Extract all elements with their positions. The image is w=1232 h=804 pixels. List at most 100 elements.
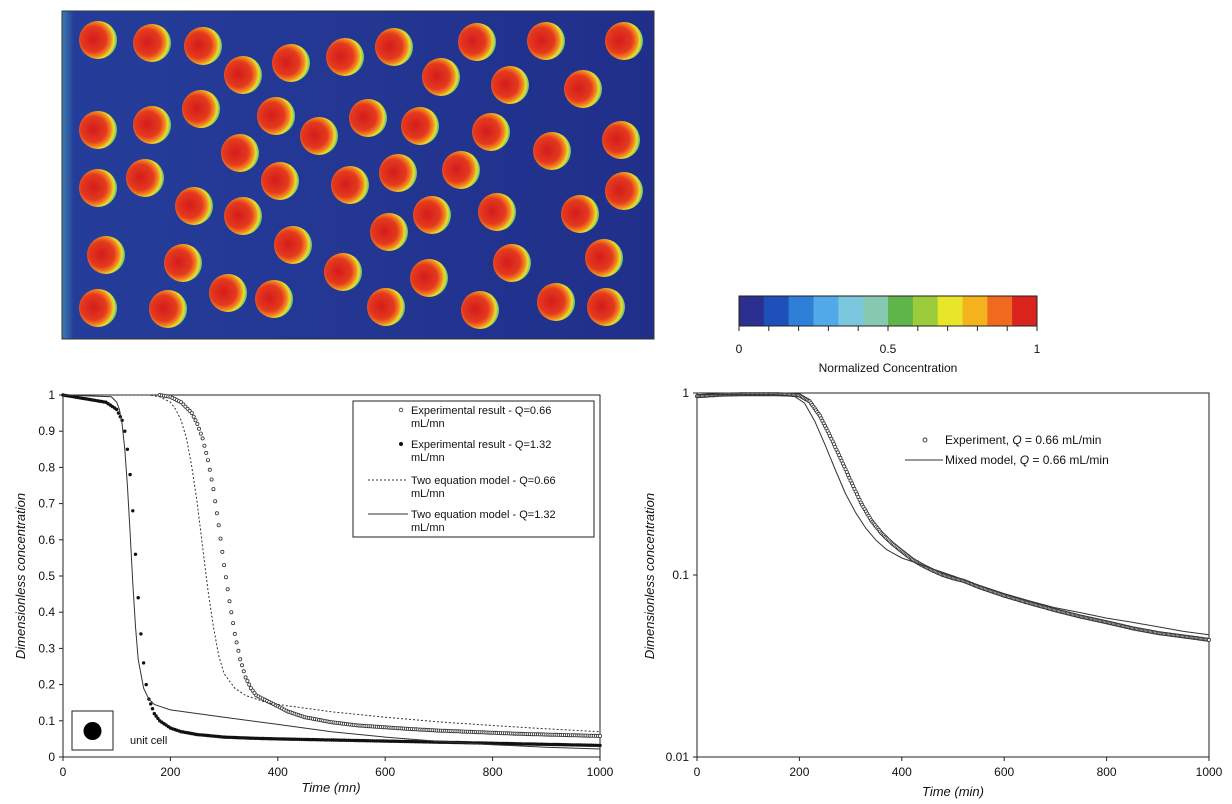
- colorbar-gradient: [739, 296, 1038, 326]
- legend-entry-3-line1: Two equation model - Q=0.66: [411, 475, 556, 487]
- data-point: [191, 414, 196, 419]
- inclusion-dot: [126, 159, 164, 197]
- colorbar-cell: [962, 296, 988, 326]
- unit-cell-label: unit cell: [130, 735, 167, 747]
- data-point: [218, 536, 223, 541]
- series-1: [157, 392, 603, 739]
- x-tick-label: 600: [994, 765, 1014, 779]
- data-point: [231, 621, 236, 626]
- legend: Experiment, Q = 0.66 mL/min Mixed model,…: [905, 433, 1109, 467]
- inclusion-dot: [564, 70, 602, 108]
- inclusion-dot: [274, 226, 312, 264]
- data-point: [243, 675, 248, 680]
- x-tick-label: 600: [375, 765, 395, 779]
- colorbar-cell: [788, 296, 814, 326]
- inclusion-dot: [602, 121, 640, 159]
- data-point: [141, 661, 146, 665]
- data-point: [195, 421, 200, 426]
- x-tick-label: 0: [60, 765, 67, 779]
- legend-entry-1-line2: mL/mn: [411, 418, 445, 430]
- inclusion-dot: [79, 289, 117, 327]
- data-point: [204, 450, 209, 455]
- data-point: [115, 407, 119, 412]
- x-tick-label: 800: [483, 765, 503, 779]
- inclusion-dot: [255, 280, 293, 318]
- inclusion-dot: [79, 21, 117, 59]
- data-point: [245, 679, 250, 684]
- data-point: [136, 596, 140, 600]
- unit-cell-circle: [83, 722, 102, 740]
- data-point: [205, 458, 210, 463]
- data-point: [156, 716, 160, 721]
- y-tick-label: 0.1: [672, 568, 689, 582]
- y-tick-label: 0.6: [38, 533, 55, 547]
- colorbar-tick-1: 1: [1034, 342, 1041, 356]
- data-point: [234, 640, 239, 645]
- x-tick-label: 800: [1097, 765, 1117, 779]
- inclusion-dot: [605, 172, 643, 210]
- colorbar-tick-0: 0: [736, 342, 743, 356]
- series: [61, 392, 603, 750]
- data-point: [247, 682, 252, 687]
- data-point: [216, 523, 221, 528]
- x-tick-label: 0: [694, 765, 701, 779]
- inclusion-dot: [370, 213, 408, 251]
- data-point: [202, 443, 207, 448]
- colorbar-cell: [987, 296, 1013, 326]
- data-point: [1207, 637, 1212, 642]
- inclusion-dot: [413, 196, 451, 234]
- inclusion-dot: [410, 259, 448, 297]
- data-point: [598, 743, 602, 748]
- inclusion-dot: [537, 283, 575, 321]
- inclusion-dot: [472, 113, 510, 151]
- data-point: [209, 477, 214, 482]
- chart-linear: 0 200 400 600 800 1000 0 0.1 0.2 0.3 0.4 0.5 0.6 0.7 0…: [13, 388, 614, 795]
- colorbar-ticks: [738, 326, 1038, 331]
- data-point: [150, 707, 155, 711]
- colorbar-cell: [937, 296, 963, 326]
- data-point: [152, 711, 156, 716]
- data-point: [223, 575, 228, 580]
- y-tick-label: 0.01: [666, 750, 690, 764]
- series-4: [62, 394, 601, 750]
- data-point: [241, 669, 246, 674]
- inclusion-dot: [184, 27, 222, 65]
- data-point: [154, 714, 158, 718]
- y-tick-label: 0.9: [38, 424, 55, 438]
- colorbar-cell: [838, 296, 864, 326]
- x-tick-label: 200: [160, 765, 180, 779]
- data-point: [116, 411, 121, 415]
- inclusion-dot: [493, 244, 531, 282]
- axes: 0 200 400 600 800 1000 0 0.1 0.2 0.3 0.4 0.5 0.6 0.7 0…: [38, 388, 613, 779]
- legend-entry-2-line2: mL/mn: [411, 452, 445, 464]
- inclusion-dot: [478, 193, 516, 231]
- y-tick-label: 0.5: [38, 569, 55, 583]
- data-point: [144, 682, 148, 687]
- colorbar: 0 0.5 1 Normalized Concentration: [736, 295, 1041, 375]
- colorbar-cell: [863, 296, 889, 326]
- series-line: [63, 394, 601, 733]
- x-tick-label: 400: [892, 765, 912, 779]
- inclusion-dot: [133, 24, 171, 62]
- inclusion-dot: [326, 38, 364, 76]
- inclusion-dot: [561, 195, 599, 233]
- x-tick-label: 1000: [1196, 765, 1223, 779]
- plot-frame: [696, 392, 1210, 758]
- legend-entry-4-line1: Two equation model - Q=1.32: [411, 509, 556, 521]
- data-point: [196, 426, 201, 431]
- inclusion-dot: [605, 22, 643, 60]
- inclusion-dot: [224, 56, 262, 94]
- inclusion-dot: [133, 106, 171, 144]
- data-point: [214, 511, 219, 516]
- inclusion-dot: [224, 197, 262, 235]
- data-point: [123, 429, 127, 433]
- data-point: [227, 599, 232, 604]
- chart-log: 0 200 400 600 800 1000 0.01 0.1 1 Time (min) Dim…: [642, 386, 1223, 799]
- data-point: [229, 610, 234, 615]
- colorbar-tick-mid: 0.5: [880, 342, 897, 356]
- inclusion-dot: [261, 162, 299, 200]
- y-tick-label: 0.4: [38, 605, 55, 619]
- axes: 0 200 400 600 800 1000 0.01 0.1 1: [666, 386, 1223, 779]
- inclusion-dot: [182, 90, 220, 128]
- series-2: [697, 394, 1210, 636]
